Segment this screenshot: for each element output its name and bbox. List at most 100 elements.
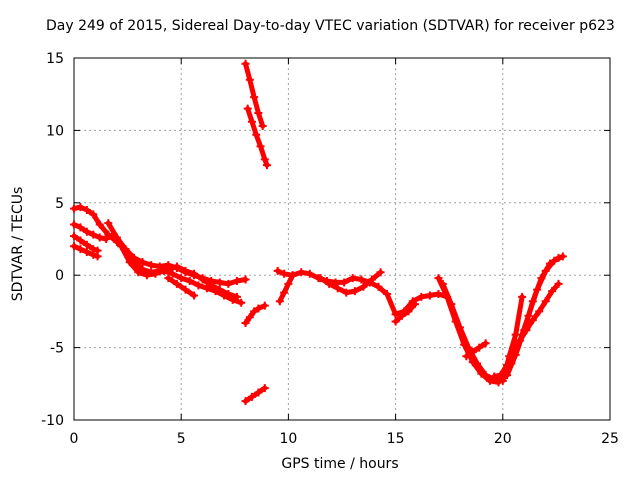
x-tick-label: 15 [387, 431, 405, 447]
series-arc-low [241, 384, 269, 406]
x-tick-label: 20 [494, 431, 512, 447]
data-point [247, 392, 256, 401]
data-point [256, 142, 265, 151]
data-point [134, 268, 143, 277]
data-point [241, 318, 250, 327]
x-tick-label: 10 [279, 431, 297, 447]
data-point [125, 258, 134, 267]
data-point [333, 284, 342, 293]
data-point [498, 376, 507, 385]
series-arc-high [241, 59, 267, 131]
data-point [468, 347, 477, 356]
chart-title: Day 249 of 2015, Sidereal Day-to-day VTE… [46, 18, 615, 34]
data-point [528, 316, 537, 325]
data-point [241, 59, 250, 68]
series-track-15 [498, 292, 527, 385]
data-point [522, 326, 531, 335]
data-point [260, 301, 269, 310]
data-point [273, 266, 282, 275]
series-line [277, 272, 296, 304]
data-point [104, 219, 113, 228]
data-point [398, 311, 407, 320]
data-point [550, 256, 559, 265]
data-point [202, 284, 211, 293]
data-point [554, 279, 563, 288]
data-point [481, 371, 490, 380]
data-point [316, 274, 325, 283]
data-point [434, 274, 443, 283]
data-point [348, 274, 357, 283]
y-tick-label: 15 [46, 51, 64, 67]
data-point [245, 75, 254, 84]
data-point [481, 339, 490, 348]
data-point [258, 122, 267, 131]
data-point [464, 343, 473, 352]
data-point [280, 269, 289, 278]
data-point [342, 288, 351, 297]
data-point [417, 292, 426, 301]
data-point [280, 288, 289, 297]
data-point [297, 268, 306, 277]
data-point [541, 297, 550, 306]
series-line [110, 232, 244, 306]
data-point [490, 372, 499, 381]
series-track-7 [164, 274, 199, 300]
data-point [245, 313, 254, 322]
data-point [82, 206, 91, 215]
data-point [89, 230, 98, 239]
data-point [243, 104, 252, 113]
y-tick-label: 5 [55, 196, 64, 212]
data-point [95, 233, 104, 242]
data-point [82, 248, 91, 257]
data-point [368, 275, 377, 284]
data-point [70, 232, 78, 241]
data-point [505, 352, 514, 361]
data-point [190, 269, 199, 278]
ticks: 0 5 10 15 20 25 -10 -5 0 5 10 15 [41, 51, 619, 447]
series-track-4 [70, 242, 102, 261]
data-point [462, 352, 471, 361]
data-point [232, 276, 241, 285]
data-point [82, 240, 91, 249]
data-point [211, 287, 220, 296]
data-point [350, 287, 359, 296]
data-point [228, 295, 237, 304]
data-point [357, 275, 366, 284]
series-track-10 [316, 268, 385, 297]
data-point [254, 304, 263, 313]
data-point [374, 282, 383, 291]
data-point [168, 269, 177, 278]
series-track-9 [275, 271, 297, 306]
data-point [262, 161, 271, 170]
data-point [447, 300, 456, 309]
y-tick-label: -10 [41, 413, 64, 429]
data-point [181, 285, 190, 294]
data-point [241, 275, 250, 284]
data-point [247, 117, 256, 126]
series-track-11 [391, 300, 419, 326]
data-point [518, 292, 527, 301]
data-point [198, 275, 207, 284]
series-line [71, 204, 248, 287]
data-point [220, 291, 229, 300]
series-line [165, 275, 197, 298]
data-point [524, 311, 533, 320]
data-point [117, 242, 126, 251]
series-track-3 [70, 232, 102, 255]
data-point [325, 279, 334, 288]
data-point [76, 223, 85, 232]
data-point [305, 269, 314, 278]
data-point [359, 282, 368, 291]
data-point [260, 384, 269, 393]
data-point [515, 336, 524, 345]
data-point [404, 307, 413, 316]
data-point [558, 252, 567, 261]
data-point [383, 290, 392, 299]
data-point [250, 93, 259, 102]
data-point [548, 287, 557, 296]
data-point [76, 236, 85, 245]
data-point [455, 323, 464, 332]
data-point [511, 330, 520, 339]
y-tick-label: -5 [50, 341, 64, 357]
x-tick-label: 5 [177, 431, 186, 447]
